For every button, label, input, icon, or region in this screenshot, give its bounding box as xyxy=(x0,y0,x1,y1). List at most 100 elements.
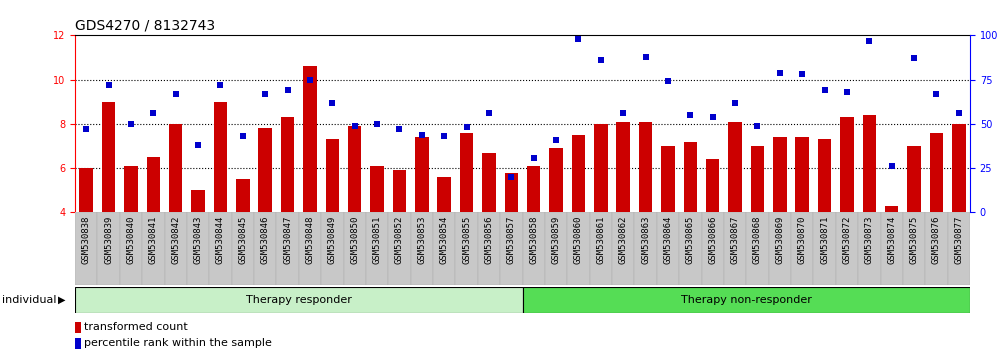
Bar xyxy=(679,212,702,285)
Point xyxy=(548,137,564,143)
Text: GDS4270 / 8132743: GDS4270 / 8132743 xyxy=(75,19,215,33)
Point xyxy=(526,155,542,160)
Bar xyxy=(258,128,272,212)
Bar xyxy=(903,212,925,285)
Text: GSM530854: GSM530854 xyxy=(440,216,449,264)
Text: GSM530853: GSM530853 xyxy=(417,216,426,264)
Text: GSM530847: GSM530847 xyxy=(283,216,292,264)
Bar xyxy=(124,166,138,212)
Text: percentile rank within the sample: percentile rank within the sample xyxy=(84,338,272,348)
Bar xyxy=(522,212,545,285)
Point xyxy=(817,87,833,93)
Text: GSM530867: GSM530867 xyxy=(731,216,740,264)
Bar xyxy=(746,212,769,285)
Bar xyxy=(303,67,317,212)
Bar xyxy=(863,115,876,212)
Point xyxy=(459,125,475,130)
Text: individual: individual xyxy=(2,295,56,305)
Bar xyxy=(147,157,160,212)
Bar xyxy=(702,212,724,285)
Bar xyxy=(321,212,344,285)
Bar xyxy=(795,137,809,212)
Point xyxy=(212,82,228,88)
Point xyxy=(906,56,922,61)
Text: GSM530845: GSM530845 xyxy=(238,216,247,264)
Point xyxy=(78,126,94,132)
Bar xyxy=(97,212,120,285)
Bar xyxy=(881,212,903,285)
Bar xyxy=(925,212,948,285)
Bar xyxy=(594,124,608,212)
Point xyxy=(324,100,340,105)
Text: GSM530849: GSM530849 xyxy=(328,216,337,264)
Text: GSM530842: GSM530842 xyxy=(171,216,180,264)
Point xyxy=(660,79,676,84)
Bar xyxy=(478,212,500,285)
Point xyxy=(391,126,407,132)
Text: transformed count: transformed count xyxy=(84,322,188,332)
Text: GSM530846: GSM530846 xyxy=(261,216,270,264)
Text: GSM530839: GSM530839 xyxy=(104,216,113,264)
Bar xyxy=(952,124,966,212)
Bar xyxy=(930,133,943,212)
Point xyxy=(481,110,497,116)
Bar xyxy=(527,166,540,212)
Text: GSM530852: GSM530852 xyxy=(395,216,404,264)
Bar xyxy=(366,212,388,285)
Bar xyxy=(120,212,142,285)
Text: GSM530863: GSM530863 xyxy=(641,216,650,264)
Point xyxy=(884,164,900,169)
Bar xyxy=(191,190,205,212)
Bar xyxy=(684,142,697,212)
Text: GSM530864: GSM530864 xyxy=(663,216,672,264)
Bar xyxy=(885,206,898,212)
Bar xyxy=(348,126,361,212)
Text: GSM530840: GSM530840 xyxy=(126,216,135,264)
Bar xyxy=(791,212,813,285)
Text: GSM530872: GSM530872 xyxy=(842,216,851,264)
Bar xyxy=(75,212,97,285)
Bar xyxy=(388,212,411,285)
Bar xyxy=(299,212,321,285)
Point xyxy=(257,91,273,97)
Text: GSM530858: GSM530858 xyxy=(529,216,538,264)
Bar xyxy=(344,212,366,285)
Bar xyxy=(661,146,675,212)
Bar xyxy=(612,212,634,285)
Bar xyxy=(590,212,612,285)
Bar xyxy=(616,122,630,212)
Bar xyxy=(836,212,858,285)
Bar xyxy=(948,212,970,285)
Point xyxy=(749,123,765,129)
Text: GSM530870: GSM530870 xyxy=(798,216,807,264)
Text: GSM530855: GSM530855 xyxy=(462,216,471,264)
Text: GSM530874: GSM530874 xyxy=(887,216,896,264)
Text: GSM530876: GSM530876 xyxy=(932,216,941,264)
Text: GSM530851: GSM530851 xyxy=(373,216,382,264)
Bar xyxy=(724,212,746,285)
Bar xyxy=(393,170,406,212)
Bar xyxy=(813,212,836,285)
Point xyxy=(615,110,631,116)
Point xyxy=(705,114,721,120)
Bar xyxy=(236,179,250,212)
Bar xyxy=(858,212,881,285)
Bar xyxy=(728,122,742,212)
Point xyxy=(638,54,654,59)
Bar xyxy=(370,166,384,212)
Bar xyxy=(75,287,522,313)
Text: GSM530875: GSM530875 xyxy=(910,216,919,264)
Bar xyxy=(187,212,209,285)
Text: Therapy responder: Therapy responder xyxy=(246,295,352,305)
Text: GSM530857: GSM530857 xyxy=(507,216,516,264)
Text: GSM530866: GSM530866 xyxy=(708,216,717,264)
Point xyxy=(414,132,430,137)
Point xyxy=(347,123,363,129)
Text: GSM530868: GSM530868 xyxy=(753,216,762,264)
Bar xyxy=(769,212,791,285)
Text: GSM530877: GSM530877 xyxy=(954,216,963,264)
Bar xyxy=(522,287,970,313)
Text: GSM530841: GSM530841 xyxy=(149,216,158,264)
Point xyxy=(123,121,139,127)
Bar xyxy=(572,135,585,212)
